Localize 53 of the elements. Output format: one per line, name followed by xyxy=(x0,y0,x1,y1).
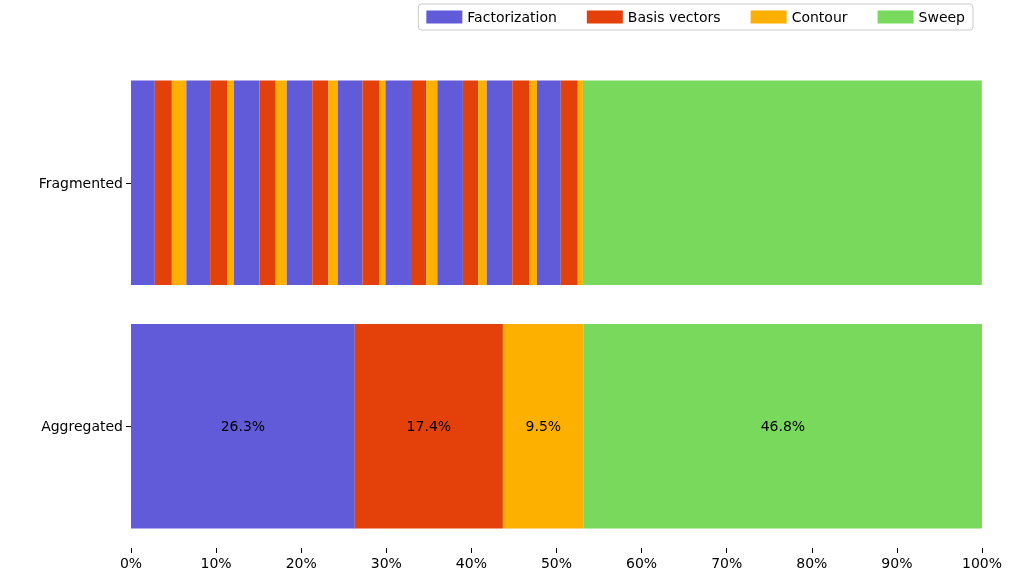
bar xyxy=(379,80,386,286)
bar xyxy=(426,80,438,286)
bar xyxy=(186,80,211,286)
x-tick-label: 10% xyxy=(200,555,232,571)
bar xyxy=(131,80,155,286)
x-tick-label: 80% xyxy=(796,555,828,571)
bar xyxy=(312,80,329,286)
x-tick-label: 50% xyxy=(540,555,573,571)
x-tick-label: 0% xyxy=(119,555,143,571)
bar xyxy=(275,80,287,286)
x-tick-label: 20% xyxy=(285,555,317,571)
bar xyxy=(154,80,172,286)
bar xyxy=(227,80,234,286)
bar xyxy=(233,80,260,286)
bar xyxy=(354,323,503,529)
bar xyxy=(286,80,313,286)
bar xyxy=(536,80,561,286)
y-tick-label: Fragmented xyxy=(38,174,123,191)
x-tick-label: 70% xyxy=(711,555,743,571)
x-tick-label: 100% xyxy=(961,555,1003,571)
bar xyxy=(502,323,584,529)
bar xyxy=(577,80,583,286)
bar xyxy=(462,80,479,286)
bar xyxy=(512,80,530,286)
y-tick-label: Aggregated xyxy=(41,418,123,435)
data-label: 26.3% xyxy=(220,418,266,435)
bar xyxy=(259,80,276,286)
legend-label: Sweep xyxy=(918,9,966,25)
legend-label: Contour xyxy=(791,9,848,25)
bar xyxy=(582,80,982,286)
bar xyxy=(337,80,363,286)
bar xyxy=(131,323,355,529)
data-label: 17.4% xyxy=(406,418,452,435)
bar xyxy=(171,80,187,286)
bar xyxy=(529,80,537,286)
bar xyxy=(210,80,228,286)
bar xyxy=(560,80,578,286)
x-tick-label: 90% xyxy=(881,555,913,571)
legend-label: Factorization xyxy=(467,9,557,25)
data-label: 46.8% xyxy=(760,418,806,435)
x-tick-label: 60% xyxy=(626,555,658,571)
bar xyxy=(362,80,380,286)
bar xyxy=(583,323,982,529)
bar xyxy=(385,80,411,286)
bar xyxy=(437,80,463,286)
bar xyxy=(410,80,427,286)
data-label: 9.5% xyxy=(525,418,562,435)
bar xyxy=(328,80,338,286)
bar xyxy=(478,80,487,286)
bar xyxy=(486,80,513,286)
x-tick-label: 40% xyxy=(455,555,487,571)
x-tick-label: 30% xyxy=(370,555,402,571)
legend-label: Basis vectors xyxy=(627,9,721,25)
